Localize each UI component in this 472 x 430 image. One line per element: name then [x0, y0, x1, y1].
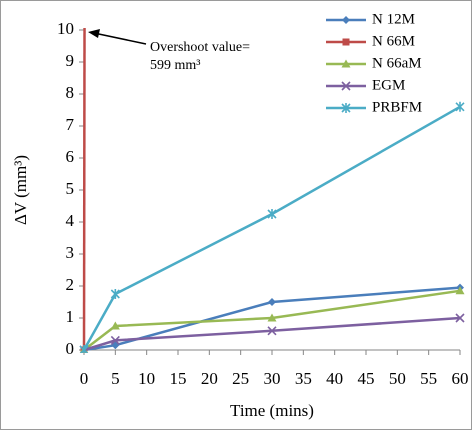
legend-marker [342, 16, 350, 24]
y-tick-label: 7 [66, 115, 75, 134]
data-point [267, 326, 277, 336]
x-tick-label: 10 [138, 369, 155, 388]
x-tick-label: 20 [201, 369, 218, 388]
legend-label: EGM [372, 77, 405, 93]
series-line [83, 289, 461, 351]
legend-marker [341, 59, 351, 68]
y-tick-label: 2 [66, 275, 75, 294]
legend-label: N 66aM [372, 55, 422, 71]
x-tick-label: 0 [80, 369, 89, 388]
y-tick-label: 6 [66, 147, 75, 166]
y-axis-label: ΔV (mm³) [11, 155, 30, 225]
x-tick-label: 50 [389, 369, 406, 388]
y-tick-label: 4 [66, 211, 75, 230]
y-tick-label: 5 [66, 179, 75, 198]
legend-marker [342, 38, 350, 46]
x-tick-label: 55 [420, 369, 437, 388]
y-tick-label: 0 [66, 339, 75, 358]
x-tick-label: 15 [170, 369, 187, 388]
legend-label: N 12M [372, 11, 415, 27]
data-point [455, 286, 465, 295]
y-tick-label: 1 [66, 307, 75, 326]
x-tick-label: 25 [232, 369, 249, 388]
y-tick-label: 3 [66, 243, 75, 262]
x-tick-label: 5 [111, 369, 120, 388]
annotation: 599 mm³ [150, 58, 200, 73]
data-point [267, 313, 277, 322]
x-tick-label: 40 [326, 369, 343, 388]
data-point [267, 209, 277, 219]
legend-label: N 66M [372, 33, 415, 49]
legend-label: PRBFM [372, 99, 422, 115]
series-line [82, 28, 86, 351]
annotation-arrowhead [88, 29, 100, 38]
data-point [110, 321, 120, 330]
x-tick-label: 30 [264, 369, 281, 388]
y-tick-label: 8 [66, 83, 75, 102]
series-line [82, 105, 461, 351]
series-line [83, 286, 461, 352]
legend-marker [341, 103, 351, 113]
x-tick-label: 35 [295, 369, 312, 388]
data-point [455, 101, 465, 112]
y-tick-label: 9 [66, 51, 75, 70]
data-point [455, 313, 465, 323]
x-axis-label: Time (mins) [230, 401, 314, 420]
legend-marker [341, 81, 351, 91]
x-tick-label: 60 [452, 369, 469, 388]
data-point [110, 289, 120, 299]
y-tick-label: 10 [57, 19, 74, 38]
data-point [79, 345, 89, 353]
data-point [268, 298, 276, 306]
data-point [110, 335, 120, 345]
x-tick-label: 45 [358, 369, 375, 388]
plot-area [79, 28, 465, 353]
series-line [83, 316, 461, 352]
annotation-arrow [93, 32, 147, 45]
annotation: Overshoot value= [150, 40, 250, 55]
